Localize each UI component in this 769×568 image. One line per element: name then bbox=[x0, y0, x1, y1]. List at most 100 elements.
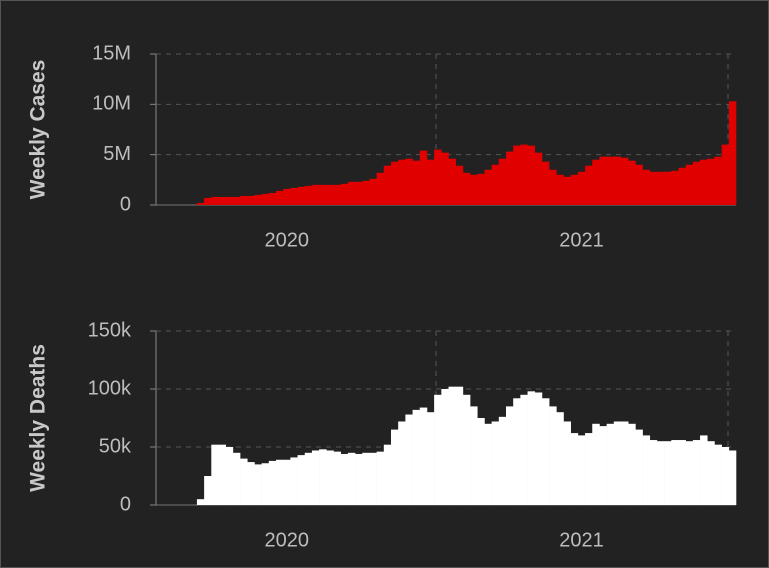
bar bbox=[355, 181, 363, 205]
bar bbox=[362, 180, 370, 205]
bar bbox=[412, 160, 421, 205]
bar bbox=[570, 433, 579, 505]
bar bbox=[362, 452, 370, 505]
x-tick-label: 2021 bbox=[559, 529, 604, 551]
bar bbox=[692, 161, 701, 205]
bar bbox=[700, 435, 708, 505]
bar bbox=[649, 171, 658, 205]
bar bbox=[498, 416, 507, 505]
bar bbox=[319, 184, 327, 205]
bar bbox=[247, 195, 255, 205]
bar bbox=[721, 144, 730, 205]
bar bbox=[441, 389, 449, 505]
bar bbox=[297, 455, 306, 505]
bar bbox=[678, 167, 686, 205]
bar bbox=[204, 197, 212, 205]
bar bbox=[707, 441, 715, 505]
bar bbox=[448, 386, 456, 505]
bar bbox=[232, 452, 241, 505]
bar bbox=[369, 452, 377, 505]
y-tick-label: 10M bbox=[92, 93, 131, 115]
bar bbox=[585, 433, 593, 505]
bar bbox=[484, 169, 492, 205]
bar bbox=[628, 160, 636, 205]
bar bbox=[563, 421, 571, 505]
bar bbox=[613, 156, 622, 205]
bar bbox=[276, 190, 284, 205]
bar bbox=[283, 188, 291, 205]
bar bbox=[656, 441, 665, 505]
bar bbox=[297, 186, 306, 205]
bar bbox=[577, 435, 586, 505]
y-tick-label: 50k bbox=[99, 435, 132, 457]
bar bbox=[642, 169, 651, 205]
bar bbox=[326, 450, 334, 505]
bar bbox=[340, 453, 349, 505]
bar bbox=[290, 187, 298, 205]
x-tick-label: 2021 bbox=[559, 229, 604, 251]
bar bbox=[635, 429, 643, 505]
bar bbox=[477, 418, 485, 505]
bar bbox=[664, 441, 672, 505]
bar bbox=[204, 476, 212, 505]
bar bbox=[398, 421, 406, 505]
bar bbox=[290, 457, 298, 505]
bar bbox=[685, 441, 694, 505]
y-tick-label: 15M bbox=[92, 42, 131, 64]
y-tick-label: 100k bbox=[88, 377, 132, 399]
bar bbox=[462, 172, 471, 205]
bar bbox=[642, 435, 651, 505]
bar bbox=[606, 423, 615, 505]
bar bbox=[556, 412, 564, 505]
bar bbox=[225, 447, 234, 505]
bar bbox=[592, 423, 600, 505]
bar bbox=[541, 398, 550, 505]
bar bbox=[398, 159, 406, 205]
bar bbox=[549, 169, 557, 205]
bar bbox=[692, 440, 701, 505]
bar bbox=[599, 426, 607, 505]
bar bbox=[283, 459, 291, 505]
bar bbox=[513, 145, 521, 205]
bar bbox=[570, 174, 579, 205]
bar bbox=[470, 174, 478, 205]
bar bbox=[498, 158, 507, 205]
chart: Weekly Deaths 0 50k 100k 150k 2020 2021 bbox=[27, 319, 737, 551]
bar bbox=[506, 151, 514, 205]
y-tick-label: 0 bbox=[120, 493, 131, 515]
bar bbox=[405, 414, 413, 505]
bar bbox=[434, 149, 442, 205]
bar bbox=[369, 178, 377, 205]
bar bbox=[240, 195, 248, 205]
bar bbox=[304, 452, 313, 505]
bar bbox=[247, 462, 255, 505]
y-axis-title: Weekly Deaths bbox=[27, 344, 50, 492]
bar bbox=[513, 398, 521, 505]
bar bbox=[254, 464, 262, 505]
bar bbox=[527, 145, 536, 205]
bar bbox=[340, 183, 349, 205]
bar bbox=[549, 406, 557, 505]
bar bbox=[621, 157, 629, 205]
bar bbox=[218, 444, 226, 505]
bar bbox=[491, 421, 500, 505]
bar bbox=[534, 392, 543, 505]
bar bbox=[728, 101, 737, 205]
bar bbox=[671, 170, 679, 205]
bar bbox=[211, 444, 219, 505]
bar bbox=[613, 421, 622, 505]
bar bbox=[491, 164, 500, 205]
bar bbox=[664, 171, 672, 205]
bar bbox=[276, 459, 284, 505]
bar bbox=[383, 444, 392, 505]
bar bbox=[470, 406, 478, 505]
bar bbox=[426, 412, 435, 505]
bar bbox=[477, 173, 485, 205]
bar bbox=[347, 181, 356, 205]
y-tick-label: 0 bbox=[120, 193, 131, 215]
bar bbox=[484, 423, 492, 505]
bar bbox=[563, 176, 571, 205]
bar bbox=[333, 451, 341, 505]
bar bbox=[541, 161, 550, 205]
